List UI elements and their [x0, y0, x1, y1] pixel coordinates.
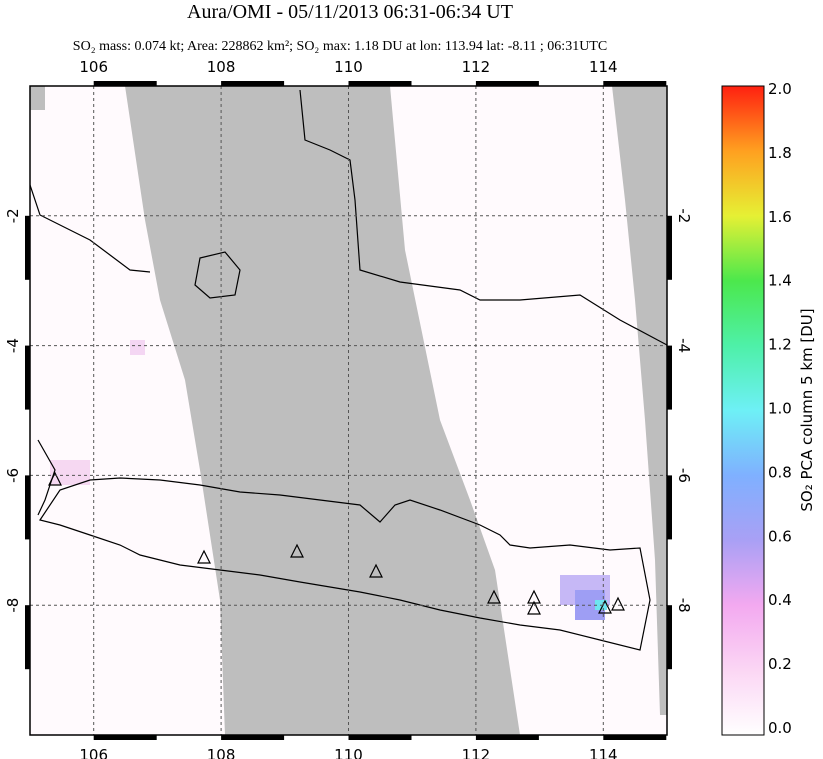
colorbar-tick-label: 0.0	[768, 719, 792, 737]
x-tick-label: 112	[462, 746, 491, 759]
volcanoes	[48, 471, 625, 615]
colorbar-tick-label: 1.6	[768, 208, 792, 226]
y-tick-label: -8	[4, 598, 22, 613]
y-tick-label: -4	[675, 338, 693, 353]
tick-bar	[667, 345, 672, 410]
no-data-swath	[125, 86, 520, 735]
colorbar-tick-label: 0.4	[768, 591, 792, 609]
tick-bar	[475, 735, 539, 740]
x-tick-label: 110	[334, 746, 363, 759]
colorbar-tick-label: 1.8	[768, 144, 792, 162]
y-tick-label: -2	[4, 208, 22, 223]
x-tick-label: 106	[79, 58, 108, 76]
y-tick-label: -2	[675, 208, 693, 223]
y-tick-label: -8	[675, 598, 693, 613]
x-tick-label: 114	[589, 746, 618, 759]
no-data-swath	[612, 86, 667, 715]
tick-bar	[25, 345, 30, 410]
colorbar-tick-label: 1.2	[768, 336, 792, 354]
title: Aura/OMI - 05/11/2013 06:31-06:34 UT	[187, 1, 513, 23]
colorbar-tick-label: 1.0	[768, 400, 792, 418]
tick-bar	[221, 81, 285, 86]
x-tick-label: 110	[334, 58, 363, 76]
tick-bar	[348, 735, 412, 740]
map-area	[30, 86, 667, 735]
tick-bar	[667, 475, 672, 540]
colorbar-tick-label: 2.0	[768, 80, 792, 98]
tick-bar	[667, 215, 672, 280]
tick-bar	[93, 81, 157, 86]
tick-bar	[25, 475, 30, 540]
y-tick-label: -6	[4, 468, 22, 483]
no-data-region	[30, 86, 45, 110]
axes: 106 106 108 108 110 110 112 112 114 114 -2 -2 -4 -4 -6…	[4, 58, 792, 759]
tick-bar	[25, 605, 30, 670]
tick-bar	[603, 81, 667, 86]
colorbar-tick-label: 0.2	[768, 655, 792, 673]
colorbar	[721, 85, 765, 736]
tick-bar	[603, 735, 667, 740]
subtitle: SO₂ mass: 0.074 kt; Area: 228862 km²; SO…	[73, 39, 607, 54]
x-tick-label: 114	[589, 58, 618, 76]
tick-bar	[93, 735, 157, 740]
so2-pixel	[50, 460, 90, 485]
tick-bar	[667, 605, 672, 670]
colorbar-label: SO₂ PCA column 5 km [DU]	[798, 308, 816, 511]
so2-pixel	[130, 340, 145, 355]
y-tick-label: -6	[675, 468, 693, 483]
tick-bar	[221, 735, 285, 740]
tick-bar	[475, 81, 539, 86]
tick-bar	[25, 215, 30, 280]
y-tick-label: -4	[4, 338, 22, 353]
x-tick-label: 106	[79, 746, 108, 759]
colorbar-tick-label: 1.4	[768, 272, 792, 290]
colorbar-tick-label: 0.6	[768, 527, 792, 545]
grid	[30, 86, 667, 735]
x-tick-label: 112	[462, 58, 491, 76]
tick-bar	[348, 81, 412, 86]
x-tick-label: 108	[207, 746, 236, 759]
x-tick-label: 108	[207, 58, 236, 76]
colorbar-tick-label: 0.8	[768, 463, 792, 481]
